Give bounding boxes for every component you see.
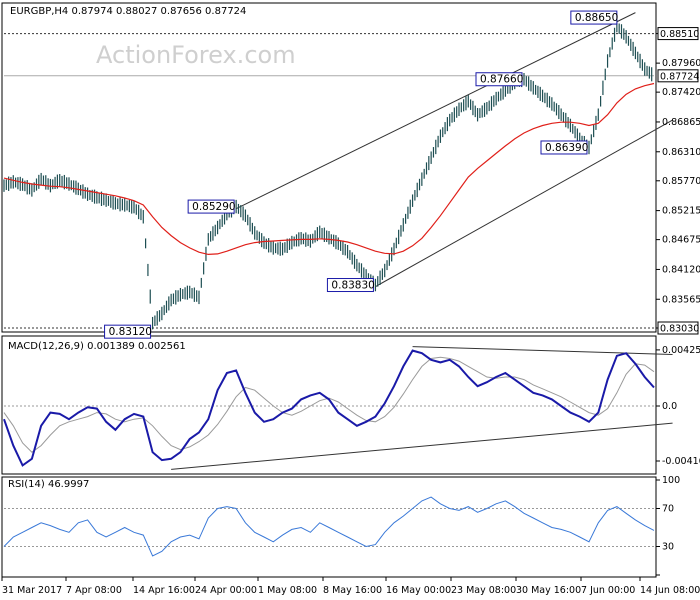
macd-layer [3,346,673,470]
price-annotation-box [475,72,523,87]
price-annotation-label: 0.83830 [331,280,374,292]
rsi-axis-label: 100 [662,475,680,486]
macd-line [3,349,655,467]
channel-line [235,12,636,210]
rsi-title: RSI(14) 46.9997 [8,479,89,490]
macd-trendline [412,346,673,356]
macd-axis-label: 0.00425 [662,345,700,356]
price-axis-highlight-box [657,27,699,41]
x-axis-label: 14 Jun 08:00 [640,585,700,596]
macd-title: MACD(12,26,9) 0.001389 0.002561 [8,341,186,352]
chart-header: EURGBP,H4 0.87974 0.88027 0.87656 0.8772… [10,6,246,17]
price-axis-label: 0.87420 [662,87,700,98]
price-annotation-label: 0.83120 [109,326,152,338]
x-axis-label: 23 May 08:00 [451,585,516,596]
price-axis-label: 0.87960 [662,58,700,69]
price-axis-label: 0.84675 [662,235,700,246]
price-axis-label: 0.83565 [662,294,700,305]
price-annotation-label: 0.86390 [545,142,588,154]
macd-panel-frame [1,335,657,475]
x-axis-label: 7 Jun 00:00 [581,585,635,596]
price-axis-label: 0.86865 [662,117,700,128]
price-axis-label: 0.86310 [662,147,700,158]
macd-trendline [171,422,673,470]
x-axis-label: 16 May 00:00 [386,585,451,596]
price-axis-label: 0.84120 [662,264,700,275]
rsi-axis-label: 70 [662,504,674,515]
price-axis-highlight-label: 0.88510 [660,29,699,40]
price-axis-highlight-box [657,69,699,83]
rsi-panel-frame [1,476,657,578]
x-axis-label: 30 May 16:00 [516,585,581,596]
price-axis-highlight-label: 0.87724 [660,71,699,82]
price-annotation-box [187,199,235,214]
rsi-line [3,496,655,557]
x-axis-label: 24 Apr 00:00 [195,585,257,596]
price-panel-frame [1,2,657,333]
rsi-axis-label: 30 [662,542,674,553]
x-axis-label: 31 Mar 2017 [2,585,62,596]
price-annotation-label: 0.88650 [575,12,618,24]
macd-signal-line [3,356,655,453]
price-axis-label: 0.85215 [662,206,700,217]
x-axis-label: 14 Apr 16:00 [133,585,195,596]
price-annotation-box [326,278,374,293]
macd-axis-label: -0.004167 [662,456,700,467]
price-annotation-label: 0.87660 [480,74,523,86]
price-annotation-box [104,324,152,339]
axis-layer: 0.87960 0.87420 0.86865 0.86310 0.85770 0.852… [1,27,700,596]
rsi-layer [3,496,655,557]
price-annotation-box [570,10,618,25]
price-axis-highlight-box [657,321,699,335]
macd-axis-label: 0.0 [662,401,677,412]
watermark: ActionForex.com [96,41,296,69]
x-axis-label: 8 May 16:00 [323,585,382,596]
price-annotation-label: 0.85290 [192,201,235,213]
moving-average-line [3,82,655,256]
price-layer: 0.88650 0.87660 0.86390 0.85290 0.83830 0.831… [3,10,673,339]
x-axis-label: 1 May 08:00 [258,585,317,596]
channel-line [375,119,673,288]
price-annotation-box [540,140,588,155]
x-axis-label: 7 Apr 08:00 [66,585,122,596]
price-axis-label: 0.85770 [662,176,700,187]
price-axis-highlight-label: 0.83030 [660,324,699,335]
